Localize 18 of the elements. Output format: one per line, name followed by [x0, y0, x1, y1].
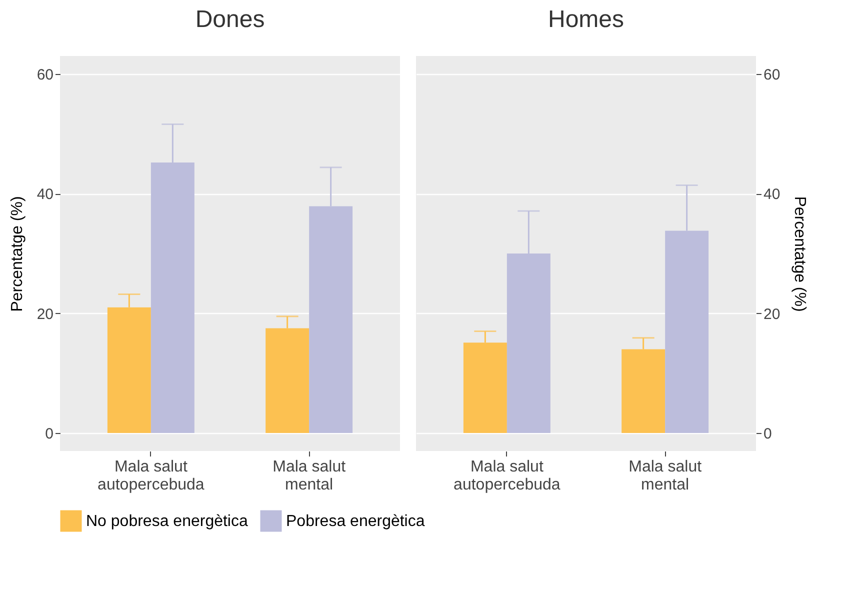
y-axis-title: Percentatge (%) [8, 196, 26, 312]
legend-label: Pobresa energètica [286, 513, 425, 530]
y-tick-label: 0 [45, 426, 54, 443]
y2-tick-label: 0 [764, 426, 772, 443]
y-tick-label: 20 [36, 306, 54, 323]
legend-label: No pobresa energètica [86, 513, 248, 530]
y2-axis-title: Percentatge (%) [791, 196, 808, 312]
x-tick-label: Mala salut mental [272, 458, 346, 494]
y2-tick-label: 40 [764, 186, 780, 204]
y-tick-label: 40 [36, 186, 54, 204]
chart-title: Dones [195, 6, 265, 33]
x-tick-label: Mala salut mental [628, 458, 702, 494]
y2-tick-label: 20 [764, 306, 780, 323]
y2-tick-label: 60 [764, 66, 780, 84]
chart-title: Homes [548, 6, 624, 33]
x-tick-label: Mala salut autopercebuda [98, 458, 204, 494]
y-tick-label: 60 [36, 66, 54, 84]
x-tick-label: Mala salut autopercebuda [454, 458, 560, 494]
